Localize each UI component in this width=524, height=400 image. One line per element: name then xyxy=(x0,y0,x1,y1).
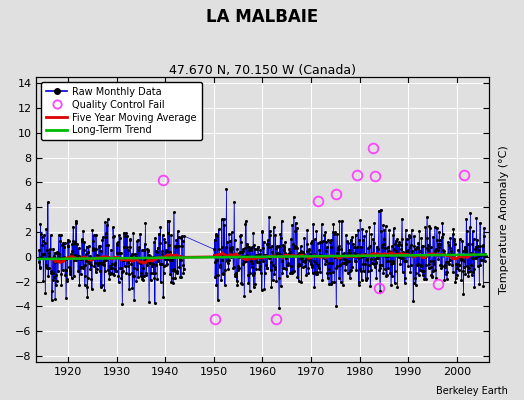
Text: Berkeley Earth: Berkeley Earth xyxy=(436,386,508,396)
Title: 47.670 N, 70.150 W (Canada): 47.670 N, 70.150 W (Canada) xyxy=(169,64,356,77)
Y-axis label: Temperature Anomaly (°C): Temperature Anomaly (°C) xyxy=(499,145,509,294)
Legend: Raw Monthly Data, Quality Control Fail, Five Year Moving Average, Long-Term Tren: Raw Monthly Data, Quality Control Fail, … xyxy=(41,82,202,140)
Text: LA MALBAIE: LA MALBAIE xyxy=(206,8,318,26)
